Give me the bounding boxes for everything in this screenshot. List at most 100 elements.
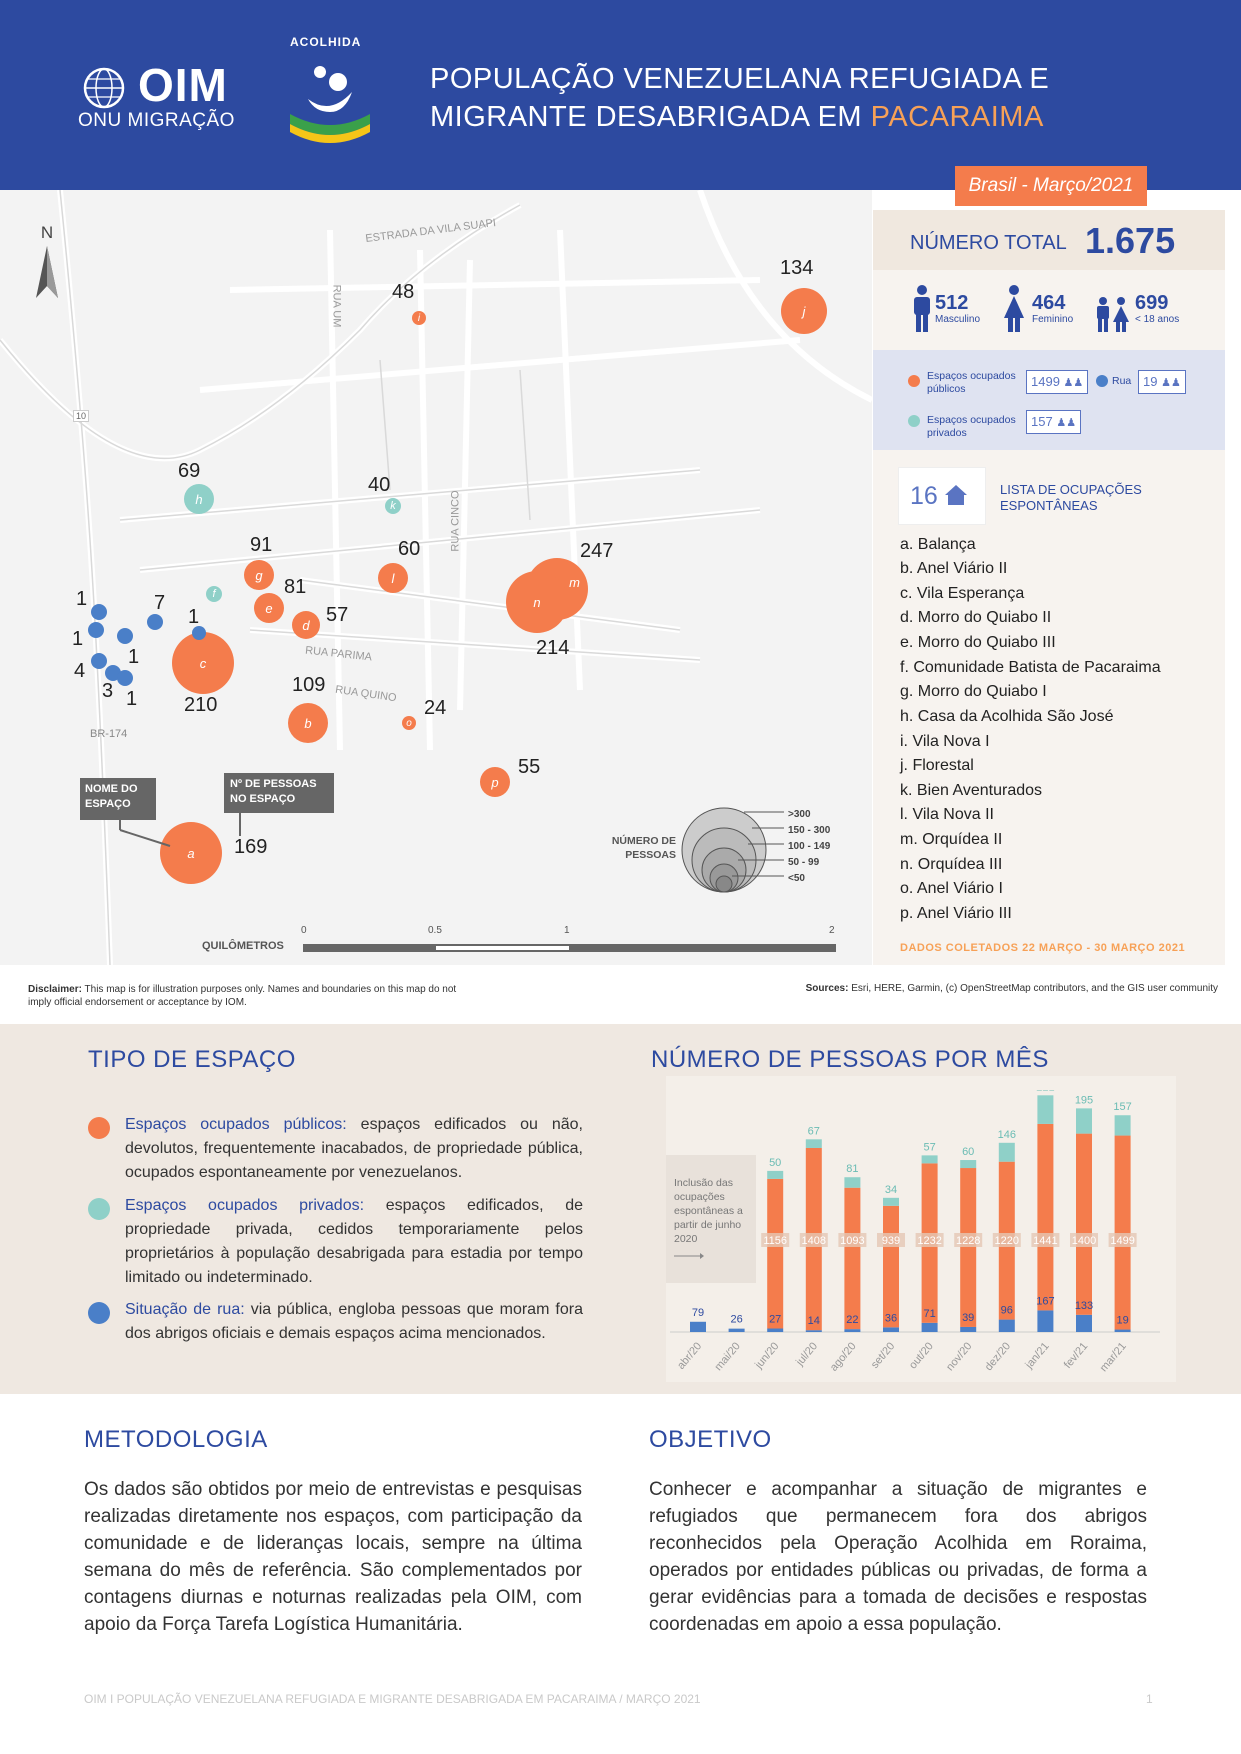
street-dot[interactable] [117, 628, 133, 644]
demographics-box [873, 270, 1225, 350]
site-count-j: 134 [780, 257, 814, 279]
data-label-public: 1441 [1033, 1235, 1057, 1247]
map-site-i[interactable]: i [412, 311, 426, 325]
scale-tick: 2 [829, 925, 835, 936]
data-label-private: 50 [769, 1157, 781, 1169]
street-label: RUA UM [330, 284, 343, 328]
data-label-private: 57 [923, 1141, 935, 1153]
site-count-d: 57 [326, 604, 349, 626]
male-label: Masculino [935, 314, 981, 325]
bar-public [1037, 1123, 1054, 1311]
callout-space-name: NOME DO ESPAÇO [80, 778, 156, 820]
bar-rua [844, 1329, 861, 1332]
scale-tick: 1 [564, 925, 570, 936]
map-site-j[interactable]: j [781, 288, 827, 334]
list-item: k. Bien Aventurados [900, 782, 1043, 799]
data-label-public: 939 [882, 1235, 900, 1247]
bar-rua [960, 1326, 977, 1332]
map-site-o[interactable]: o [402, 716, 416, 730]
chart-title: NÚMERO DE PESSOAS POR MÊS [651, 1046, 1049, 1073]
list-item: p. Anel Viário III [900, 905, 1012, 922]
map-site-l[interactable]: l [378, 563, 408, 593]
size-legend-label: 150 - 300 [788, 825, 831, 836]
x-tick-label: jan/21 [1023, 1340, 1052, 1371]
title-line-2: MIGRANTE DESABRIGADA EM PACARAIMA [430, 98, 1190, 136]
public-type-desc: Espaços ocupados públicos: espaços edifi… [125, 1113, 583, 1185]
private-type-text: espaços edificados, de propriedade priva… [125, 1197, 584, 1286]
map-site-e[interactable]: e [254, 593, 284, 623]
map-site-c[interactable]: c [172, 632, 234, 694]
bar-public [767, 1178, 784, 1329]
street-count-value: 19 [1143, 374, 1158, 389]
title-line-1: POPULAÇÃO VENEZUELANA REFUGIADA E [430, 63, 1050, 95]
street-dot[interactable] [192, 626, 206, 640]
site-count-m: 247 [580, 540, 614, 562]
bar-rua [1114, 1329, 1131, 1332]
data-collection-dates: DADOS COLETADOS 22 MARÇO - 30 MARÇO 2021 [900, 942, 1186, 954]
map-site-d[interactable]: d [292, 611, 320, 639]
header-banner [0, 0, 1241, 190]
street-legend-dot [1096, 375, 1108, 387]
map-site-b[interactable]: b [288, 703, 328, 743]
street-type-dot [88, 1302, 110, 1324]
data-label-bg [1070, 1233, 1098, 1247]
street-dot[interactable] [88, 622, 104, 638]
occupations-count-box [898, 467, 986, 525]
acolhida-shield-icon [290, 54, 370, 143]
data-label-rua: 39 [962, 1312, 974, 1324]
public-legend-dot [908, 375, 920, 387]
minors-label: < 18 anos [1135, 314, 1180, 325]
list-item: l. Vila Nova II [900, 806, 994, 823]
site-count-e: 81 [284, 576, 307, 598]
map-site-g[interactable]: g [244, 560, 274, 590]
site-count-l: 60 [398, 538, 421, 560]
map-site-a[interactable]: a [160, 822, 222, 884]
callout-people-count: Nº DE PESSOAS NO ESPAÇO [224, 773, 334, 813]
street-count: 1 [188, 606, 200, 628]
size-legend-label: 100 - 149 [788, 841, 831, 852]
bar-private [960, 1160, 977, 1169]
private-type-dot [88, 1198, 110, 1220]
x-tick-label: mar/21 [1098, 1340, 1129, 1374]
house-icon [945, 485, 967, 505]
title-line-2-prefix: MIGRANTE DESABRIGADA EM [430, 101, 871, 133]
sources: Sources: Esri, HERE, Garmin, (c) OpenStr… [768, 983, 1218, 994]
street-count: 7 [154, 592, 166, 614]
bar-private [805, 1139, 822, 1148]
bar-public [883, 1205, 899, 1328]
street-dot[interactable] [91, 653, 107, 669]
map-site-k[interactable]: k [385, 498, 401, 514]
map-site-h[interactable]: h [184, 484, 214, 514]
data-label-private: 60 [962, 1146, 974, 1158]
map-site-p[interactable]: p [480, 767, 510, 797]
bar-rua [998, 1319, 1015, 1332]
bar-private [883, 1197, 899, 1206]
bar-rua [767, 1328, 784, 1332]
list-item: g. Morro do Quiabo I [900, 683, 1047, 700]
x-tick-label: fev/21 [1062, 1340, 1090, 1371]
street-dot[interactable] [117, 670, 133, 686]
street-dot[interactable] [91, 604, 107, 620]
data-label-rua: 96 [1001, 1305, 1013, 1317]
north-arrow-icon: N [36, 223, 58, 298]
street-type-desc: Situação de rua: via pública, engloba pe… [125, 1298, 583, 1346]
size-legend-title: NÚMERO DE PESSOAS [611, 835, 676, 861]
street-type-key: Situação de rua: [125, 1301, 245, 1318]
public-count-value: 1499 [1031, 374, 1060, 389]
site-count-p: 55 [518, 756, 541, 778]
data-label-rua: 71 [923, 1308, 935, 1320]
occupations-list-box [873, 450, 1225, 965]
callout-pointer [239, 812, 241, 836]
metodologia-text: Os dados são obtidos por meio de entrevi… [84, 1479, 582, 1635]
street-dot[interactable] [147, 614, 163, 630]
map-site-f[interactable]: f [206, 586, 222, 602]
x-tick-label: mai/20 [712, 1340, 742, 1373]
size-legend-label: >300 [788, 809, 811, 820]
size-legend-circles [681, 807, 784, 893]
x-tick-label: abr/20 [675, 1340, 704, 1372]
bar-rua [805, 1330, 822, 1332]
map-site-n[interactable]: n [506, 571, 568, 633]
svg-text:N: N [41, 223, 53, 242]
private-legend-dot [908, 415, 920, 427]
list-item: n. Orquídea III [900, 856, 1003, 873]
